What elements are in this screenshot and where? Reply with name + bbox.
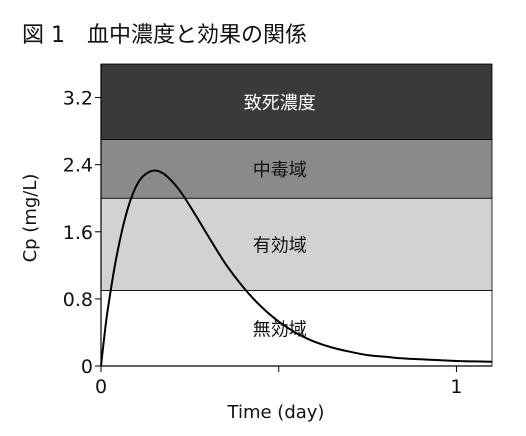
y-tick-label-2: 1.6 [63, 222, 93, 244]
band-label-0: 無効域 [253, 319, 307, 340]
x-tick-label-2: 1 [450, 376, 462, 398]
axes [100, 64, 492, 367]
y-tick-label-4: 3.2 [63, 88, 93, 110]
band-label-3: 致死濃度 [244, 93, 316, 114]
series-line-0 [100, 169, 493, 367]
axis-ticks: 0 0.8 1.6 2.4 3.2 0 1 [63, 88, 463, 398]
band-3 [100, 63, 493, 140]
y-axis-title: Cp (mg/L) [20, 174, 41, 263]
y-tick-label-3: 2.4 [63, 155, 93, 177]
x-tick-label-0: 0 [95, 376, 107, 398]
band-label-1: 有効域 [253, 235, 307, 256]
concentration-bands [100, 63, 493, 367]
band-labels: 無効域 有効域 中毒域 致死濃度 [244, 93, 316, 341]
y-tick-label-1: 0.8 [63, 289, 93, 311]
band-label-2: 中毒域 [253, 160, 307, 181]
band-0 [100, 290, 493, 367]
band-1 [100, 197, 493, 291]
concentration-curve [100, 169, 493, 367]
figure-title: 図 1 血中濃度と効果の関係 [22, 23, 307, 48]
y-tick-label-0: 0 [81, 356, 93, 378]
x-axis-title: Time (day) [227, 402, 325, 423]
